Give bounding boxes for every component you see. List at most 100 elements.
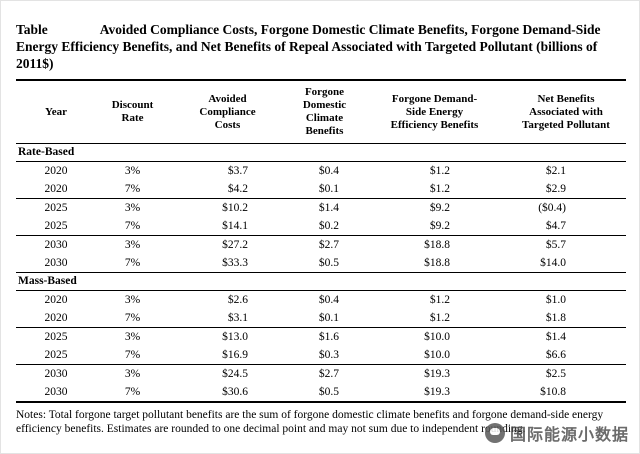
table-cell: $0.1	[286, 309, 363, 328]
watermark: 国际能源小数据	[484, 421, 629, 445]
table-cell: $19.3	[424, 367, 450, 380]
section-label: Rate-Based	[16, 143, 626, 162]
table-cell: $0.5	[286, 383, 363, 403]
table-cell: $3.1	[169, 309, 286, 328]
table-cell: 2025	[16, 346, 96, 365]
table-cell: 3%	[124, 367, 141, 380]
table-cell: $4.7	[506, 217, 626, 236]
table-cell: $14.1	[169, 217, 286, 236]
table-cell: $2.7	[318, 238, 339, 251]
table-cell: $18.8	[424, 238, 450, 251]
table-cell: 3%	[124, 164, 141, 177]
table-row: 2020 7% $3.1 $0.1 $1.2 $1.8	[16, 309, 626, 328]
table-row: 2025 7% $14.1 $0.2 $9.2 $4.7	[16, 217, 626, 236]
table-cell: 2020	[44, 164, 68, 177]
table-cell: 2020	[16, 180, 96, 199]
table-cell: $9.2	[429, 201, 450, 214]
table-cell: $14.0	[506, 254, 626, 273]
table-cell: $10.0	[363, 346, 506, 365]
column-header: Year	[16, 80, 96, 144]
table-cell: $16.9	[169, 346, 286, 365]
table-cell: $1.0	[545, 293, 566, 306]
table-cell: $1.2	[363, 180, 506, 199]
table-cell: $1.6	[318, 330, 339, 343]
table-cell: 2030	[44, 367, 68, 380]
column-header: Avoided Compliance Costs	[169, 80, 286, 144]
table-cell: $5.7	[545, 238, 566, 251]
table-cell: ($0.4)	[538, 201, 566, 214]
table-cell: 7%	[96, 217, 169, 236]
table-cell: 7%	[96, 180, 169, 199]
table-cell: 2020	[44, 293, 68, 306]
table-cell: $1.4	[318, 201, 339, 214]
table-cell: 2025	[44, 201, 68, 214]
table-row: 2020 3% $3.7 $0.4 $1.2 $2.1	[16, 162, 626, 181]
table-row: 2020 3% $2.6 $0.4 $1.2 $1.0	[16, 291, 626, 310]
table-cell: $10.0	[424, 330, 450, 343]
table-cell: $13.0	[222, 330, 248, 343]
table-title-label: Table	[16, 22, 48, 37]
table-cell: $2.5	[545, 367, 566, 380]
table-cell: $0.4	[318, 293, 339, 306]
column-header: Forgone Domestic Climate Benefits	[286, 80, 363, 144]
table-cell: $30.6	[169, 383, 286, 403]
table-cell: $1.4	[545, 330, 566, 343]
table-cell: 3%	[124, 238, 141, 251]
table-header-row: Year Discount Rate Avoided Compliance Cost…	[16, 80, 626, 144]
watermark-text: 国际能源小数据	[509, 425, 629, 444]
table-cell: 2020	[16, 309, 96, 328]
table-cell: 7%	[96, 383, 169, 403]
table-cell: $1.8	[506, 309, 626, 328]
table-row: 2020 7% $4.2 $0.1 $1.2 $2.9	[16, 180, 626, 199]
column-header: Net Benefits Associated with Targeted Po…	[506, 80, 626, 144]
table-cell: 3%	[124, 330, 141, 343]
table-cell: $33.3	[169, 254, 286, 273]
column-header: Forgone Demand- Side Energy Efficiency B…	[363, 80, 506, 144]
table-cell: $2.6	[227, 293, 248, 306]
table-cell: 7%	[96, 254, 169, 273]
table-cell: 2025	[16, 217, 96, 236]
table-cell: $1.2	[429, 293, 450, 306]
table-cell: 7%	[96, 346, 169, 365]
table-cell: $10.8	[506, 383, 626, 403]
table-cell: $10.2	[222, 201, 248, 214]
table-cell: 2030	[44, 238, 68, 251]
section-row: Mass-Based	[16, 272, 626, 291]
table-cell: $1.2	[363, 309, 506, 328]
table-title: Table Avoided Compliance Costs, Forgone D…	[16, 21, 628, 72]
section-row: Rate-Based	[16, 143, 626, 162]
table-cell: $6.6	[506, 346, 626, 365]
table-row: 2030 7% $33.3 $0.5 $18.8 $14.0	[16, 254, 626, 273]
table-cell: $2.9	[506, 180, 626, 199]
table-row: 2025 3% $10.2 $1.4 $9.2 ($0.4)	[16, 199, 626, 218]
table-cell: 2030	[16, 254, 96, 273]
table-cell: $4.2	[169, 180, 286, 199]
table-row: 2030 3% $27.2 $2.7 $18.8 $5.7	[16, 236, 626, 255]
table-cell: $18.8	[363, 254, 506, 273]
table-row: 2025 3% $13.0 $1.6 $10.0 $1.4	[16, 328, 626, 347]
table-cell: 2025	[44, 330, 68, 343]
table-body: Rate-Based 2020 3% $3.7 $0.4 $1.2 $2.1 2020 7% $4…	[16, 143, 626, 403]
table-cell: $0.5	[286, 254, 363, 273]
table-cell: $9.2	[363, 217, 506, 236]
table-row: 2025 7% $16.9 $0.3 $10.0 $6.6	[16, 346, 626, 365]
table-cell: $19.3	[363, 383, 506, 403]
table-cell: $1.2	[429, 164, 450, 177]
table-cell: $2.1	[545, 164, 566, 177]
table-cell: 2030	[16, 383, 96, 403]
table-title-caption: Avoided Compliance Costs, Forgone Domest…	[16, 22, 601, 71]
table-cell: $0.4	[318, 164, 339, 177]
table-row: 2030 3% $24.5 $2.7 $19.3 $2.5	[16, 365, 626, 384]
table-cell: $0.1	[286, 180, 363, 199]
table-cell: 7%	[96, 309, 169, 328]
watermark-logo-icon	[484, 423, 505, 443]
table-cell: $24.5	[222, 367, 248, 380]
section-label: Mass-Based	[16, 272, 626, 291]
data-table: Year Discount Rate Avoided Compliance Cost…	[16, 79, 626, 403]
table-cell: $3.7	[227, 164, 248, 177]
table-cell: $27.2	[222, 238, 248, 251]
table-cell: $2.7	[318, 367, 339, 380]
table-cell: 3%	[124, 293, 141, 306]
table-cell: $0.3	[286, 346, 363, 365]
